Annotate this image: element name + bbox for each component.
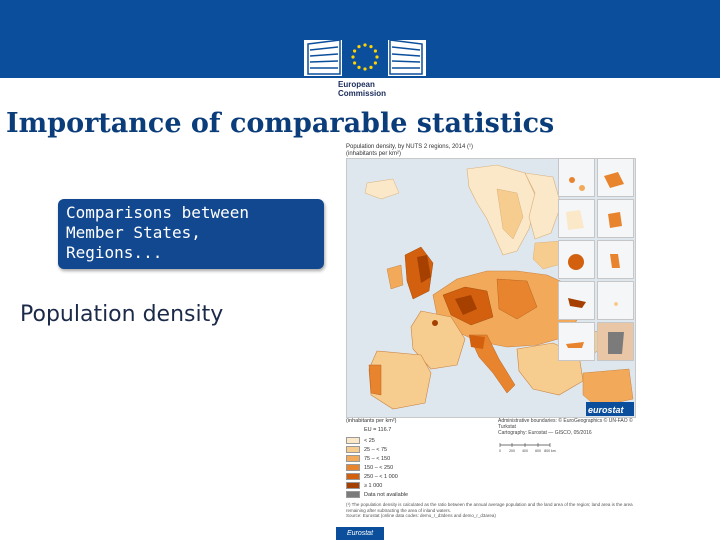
european-commission-logo: [304, 38, 426, 76]
eurostat-brand-bar: [586, 402, 634, 416]
scale-label: 600: [535, 449, 541, 453]
legend-swatch: [346, 455, 360, 462]
map-insets: [558, 158, 634, 361]
legend-label: Data not available: [364, 491, 409, 498]
scale-label: 200: [509, 449, 515, 453]
legend-rows: < 25 25 – < 75 75 – < 150 150 – < 250 250 – …: [346, 436, 496, 499]
logo-text: European Commission: [338, 80, 387, 98]
legend-row: Data not available: [346, 490, 496, 499]
footer-eurostat-badge: Eurostat: [336, 527, 384, 540]
legend-label: 25 – < 75: [364, 446, 388, 453]
eurostat-brand: eurostat: [588, 405, 624, 415]
legend-row: ≥ 1 000: [346, 481, 496, 490]
legend-label: ≥ 1 000: [364, 482, 383, 489]
legend-label: 150 – < 250: [364, 464, 394, 471]
legend-swatch: [346, 491, 360, 498]
legend-label: 250 – < 1 000: [364, 473, 398, 480]
callout-line: Regions...: [66, 243, 163, 262]
callout-line: Member States,: [66, 223, 201, 242]
callout-box: Comparisons between Member States, Regio…: [58, 199, 324, 269]
legend-swatch: [346, 464, 360, 471]
map-legend: (inhabitants per km²) EU = 116.7 < 25 25 …: [346, 418, 496, 499]
legend-row: 150 – < 250: [346, 463, 496, 472]
callout-line: Comparisons between: [66, 203, 250, 222]
bullet-text: Population density: [20, 302, 224, 327]
legend-swatch: [346, 473, 360, 480]
inset-map: [597, 281, 634, 320]
slide-title: Importance of comparable statistics: [6, 108, 555, 139]
figure-footnote: (¹) The population density is calculated…: [346, 502, 633, 518]
inset-shapes: [566, 172, 624, 354]
scale-label: 0: [499, 449, 501, 453]
legend-swatch: [346, 482, 360, 489]
legend-row: < 25: [346, 436, 496, 445]
figure-title: Population density, by NUTS 2 regions, 2…: [346, 144, 473, 157]
scale-bar: 0 200 400 600 800 km: [499, 443, 556, 453]
legend-label: < 25: [364, 437, 375, 444]
legend-label: 75 – < 150: [364, 455, 391, 462]
inset-map: [558, 158, 595, 197]
legend-heading: (inhabitants per km²): [346, 418, 397, 424]
legend-row: 25 – < 75: [346, 445, 496, 454]
admin-boundaries-note: Administrative boundaries: © EuroGeograp…: [498, 418, 633, 436]
inset-map: [558, 322, 595, 361]
scale-label: 400: [522, 449, 528, 453]
legend-swatch: [346, 437, 360, 444]
legend-row: 250 – < 1 000: [346, 472, 496, 481]
legend-eu-value: EU = 116.7: [364, 427, 392, 433]
legend-swatch: [346, 446, 360, 453]
legend-row: 75 – < 150: [346, 454, 496, 463]
scale-label: 800 km: [544, 449, 556, 453]
